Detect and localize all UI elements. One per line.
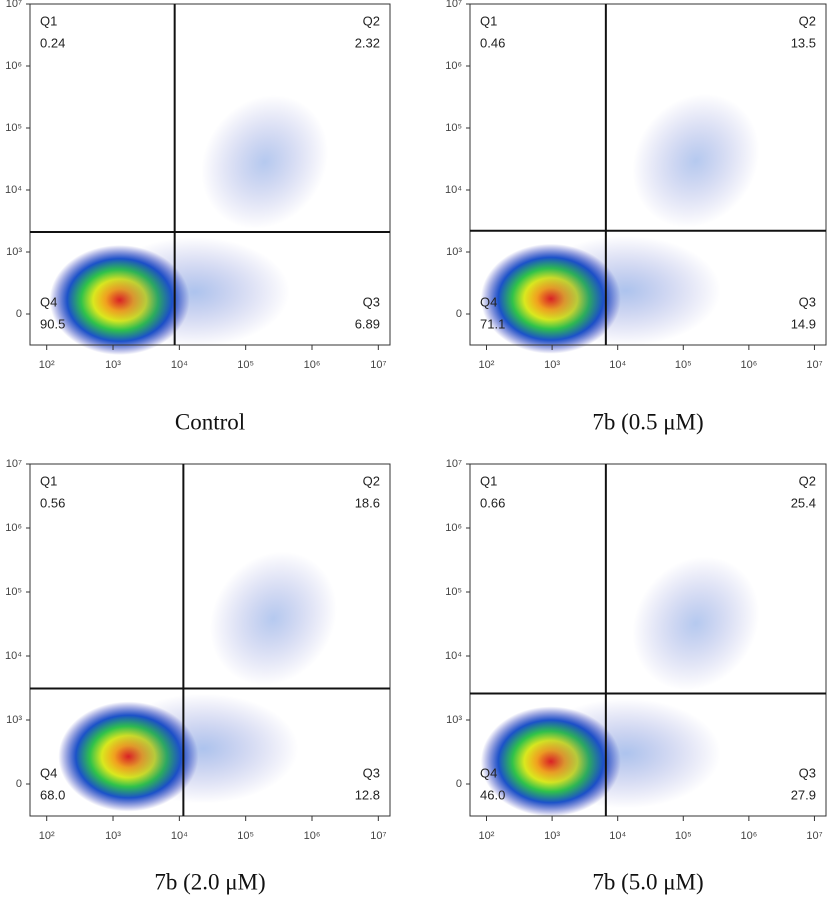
quadrant-name: Q3	[799, 294, 816, 309]
density-upper	[209, 551, 337, 686]
y-tick-label: 10⁷	[6, 0, 22, 10]
plot-frame	[469, 463, 827, 817]
quadrant-value: 18.6	[355, 495, 380, 510]
y-tick-label: 10⁷	[6, 458, 22, 470]
density-spread	[530, 235, 721, 346]
quadrant-value: 0.66	[480, 495, 505, 510]
quadrant-value: 46.0	[480, 787, 505, 802]
x-tick-label: 10⁵	[237, 830, 254, 842]
quadrant-value: 25.4	[791, 495, 816, 510]
density-spread	[108, 693, 299, 804]
y-tick-label: 10⁶	[445, 522, 462, 534]
quadrant-value: 90.5	[40, 316, 65, 331]
quadrant-value: 68.0	[40, 787, 65, 802]
quadrant-name: Q1	[40, 473, 57, 488]
plot-frame	[29, 463, 391, 817]
y-tick-label: 10⁷	[446, 0, 462, 10]
x-tick-label: 10³	[544, 830, 560, 842]
x-tick-label: 10²	[39, 830, 55, 842]
x-tick-label: 10³	[105, 830, 121, 842]
x-tick-label: 10⁶	[304, 830, 321, 842]
quadrant-name: Q2	[363, 13, 380, 28]
y-tick-label: 10⁵	[5, 586, 22, 598]
x-tick-label: 10⁵	[237, 359, 254, 371]
quadrant-name: Q3	[363, 294, 380, 309]
y-tick-label: 10³	[446, 246, 462, 258]
x-tick-label: 10²	[479, 830, 495, 842]
density-spread	[530, 698, 721, 809]
y-tick-label: 10⁴	[5, 650, 22, 662]
x-tick-label: 10⁴	[609, 830, 626, 842]
quadrant-name: Q4	[40, 294, 57, 309]
panel-title: 7b (0.5 μM)	[592, 409, 703, 434]
y-tick-label: 0	[16, 308, 22, 320]
y-tick-label: 10⁶	[445, 60, 462, 72]
panel-title: Control	[175, 409, 245, 434]
y-tick-label: 10⁶	[5, 522, 22, 534]
x-tick-label: 10²	[39, 359, 55, 371]
quadrant-value: 14.9	[791, 316, 816, 331]
quadrant-name: Q4	[480, 294, 497, 309]
quadrant-value: 12.8	[355, 787, 380, 802]
y-tick-label: 10³	[6, 714, 22, 726]
x-tick-label: 10⁶	[740, 830, 757, 842]
y-tick-label: 10³	[446, 714, 462, 726]
density-spread	[99, 237, 290, 348]
quadrant-value: 13.5	[791, 35, 816, 50]
y-tick-label: 0	[16, 778, 22, 790]
panel-title: 7b (5.0 μM)	[592, 869, 703, 894]
quadrant-name: Q2	[799, 13, 816, 28]
quadrant-name: Q3	[363, 765, 380, 780]
quadrant-value: 0.24	[40, 35, 65, 50]
x-tick-label: 10⁴	[171, 359, 188, 371]
y-tick-label: 10⁶	[5, 60, 22, 72]
density-upper	[632, 93, 760, 228]
quadrant-name: Q1	[40, 13, 57, 28]
y-tick-label: 10⁴	[445, 184, 462, 196]
y-tick-label: 0	[456, 778, 462, 790]
density-upper	[201, 95, 329, 229]
panel-title: 7b (2.0 μM)	[154, 869, 265, 894]
density-upper	[632, 556, 760, 691]
x-tick-label: 10⁷	[370, 830, 386, 842]
x-tick-label: 10³	[105, 359, 121, 371]
quadrant-value: 0.56	[40, 495, 65, 510]
y-tick-label: 10⁵	[5, 122, 22, 134]
quadrant-value: 27.9	[791, 787, 816, 802]
x-tick-label: 10²	[479, 359, 495, 371]
plot-frame	[29, 3, 391, 346]
y-tick-label: 10⁴	[445, 650, 462, 662]
quadrant-value: 71.1	[480, 316, 505, 331]
quadrant-value: 0.46	[480, 35, 505, 50]
x-tick-label: 10⁷	[806, 830, 822, 842]
x-tick-label: 10⁶	[304, 359, 321, 371]
quadrant-name: Q2	[799, 473, 816, 488]
quadrant-value: 6.89	[355, 316, 380, 331]
x-tick-label: 10⁵	[675, 359, 692, 371]
y-tick-label: 10⁵	[445, 586, 462, 598]
y-tick-label: 10⁷	[446, 458, 462, 470]
quadrant-name: Q4	[480, 765, 497, 780]
quadrant-name: Q1	[480, 473, 497, 488]
plot-frame	[469, 3, 827, 346]
x-tick-label: 10⁶	[740, 359, 757, 371]
x-tick-label: 10³	[544, 359, 560, 371]
x-tick-label: 10⁴	[609, 359, 626, 371]
quadrant-name: Q3	[799, 765, 816, 780]
x-tick-label: 10⁷	[806, 359, 822, 371]
quadrant-value: 2.32	[355, 35, 380, 50]
y-tick-label: 0	[456, 308, 462, 320]
y-tick-label: 10⁴	[5, 184, 22, 196]
quadrant-name: Q4	[40, 765, 57, 780]
y-tick-label: 10³	[6, 246, 22, 258]
y-tick-label: 10⁵	[445, 122, 462, 134]
x-tick-label: 10⁷	[370, 359, 386, 371]
quadrant-name: Q1	[480, 13, 497, 28]
x-tick-label: 10⁵	[675, 830, 692, 842]
quadrant-name: Q2	[363, 473, 380, 488]
x-tick-label: 10⁴	[171, 830, 188, 842]
